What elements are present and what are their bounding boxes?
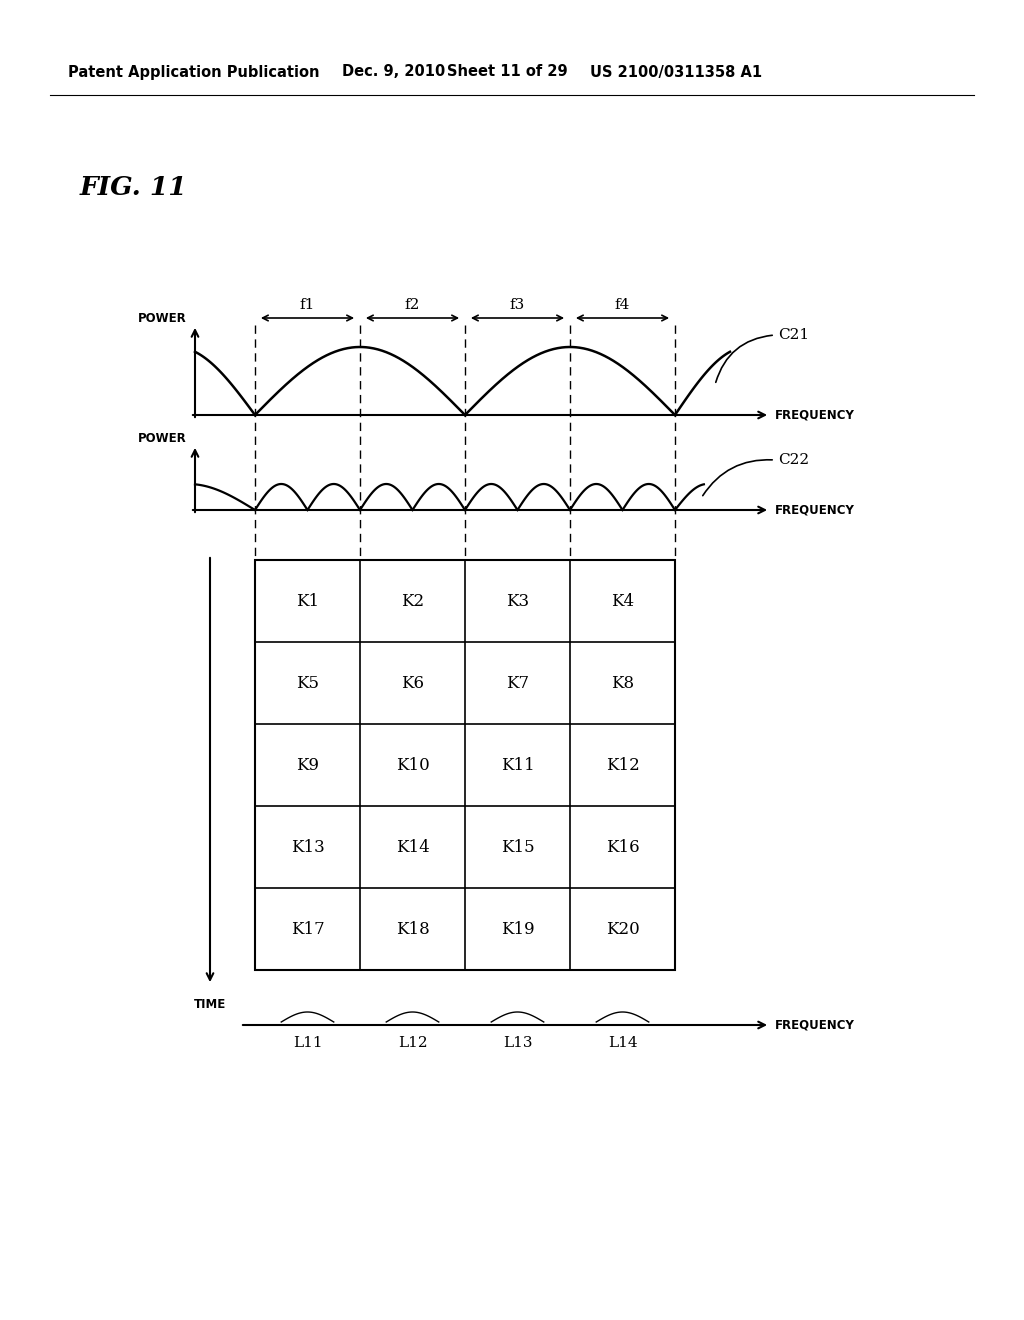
Text: FREQUENCY: FREQUENCY <box>775 503 855 516</box>
Text: US 2100/0311358 A1: US 2100/0311358 A1 <box>590 65 762 79</box>
Text: L11: L11 <box>293 1036 323 1049</box>
Text: K2: K2 <box>401 593 424 610</box>
Text: POWER: POWER <box>138 312 187 325</box>
Text: TIME: TIME <box>194 998 226 1011</box>
Text: K16: K16 <box>605 838 639 855</box>
Text: K17: K17 <box>291 920 325 937</box>
Text: POWER: POWER <box>138 432 187 445</box>
Text: K7: K7 <box>506 675 529 692</box>
Text: L14: L14 <box>607 1036 637 1049</box>
Bar <box>255 560 675 970</box>
Text: K8: K8 <box>611 675 634 692</box>
Text: FREQUENCY: FREQUENCY <box>775 408 855 421</box>
Text: f4: f4 <box>614 298 630 312</box>
Text: f1: f1 <box>300 298 315 312</box>
Text: K20: K20 <box>605 920 639 937</box>
Text: L13: L13 <box>503 1036 532 1049</box>
Text: Patent Application Publication: Patent Application Publication <box>68 65 319 79</box>
Text: C22: C22 <box>778 453 809 467</box>
Text: C21: C21 <box>778 327 809 342</box>
Text: K19: K19 <box>501 920 535 937</box>
Text: K13: K13 <box>291 838 325 855</box>
Text: L12: L12 <box>397 1036 427 1049</box>
Text: f3: f3 <box>510 298 525 312</box>
Text: K1: K1 <box>296 593 319 610</box>
Text: FREQUENCY: FREQUENCY <box>775 1019 855 1031</box>
Text: K3: K3 <box>506 593 529 610</box>
Text: Sheet 11 of 29: Sheet 11 of 29 <box>447 65 567 79</box>
Text: K4: K4 <box>611 593 634 610</box>
Text: K12: K12 <box>605 756 639 774</box>
Text: K14: K14 <box>395 838 429 855</box>
Text: K9: K9 <box>296 756 319 774</box>
Text: K10: K10 <box>395 756 429 774</box>
Text: Dec. 9, 2010: Dec. 9, 2010 <box>342 65 445 79</box>
Text: FIG. 11: FIG. 11 <box>80 176 187 201</box>
Text: K15: K15 <box>501 838 535 855</box>
Text: f2: f2 <box>404 298 420 312</box>
Text: K11: K11 <box>501 756 535 774</box>
Text: K18: K18 <box>395 920 429 937</box>
Text: K6: K6 <box>401 675 424 692</box>
Text: K5: K5 <box>296 675 319 692</box>
